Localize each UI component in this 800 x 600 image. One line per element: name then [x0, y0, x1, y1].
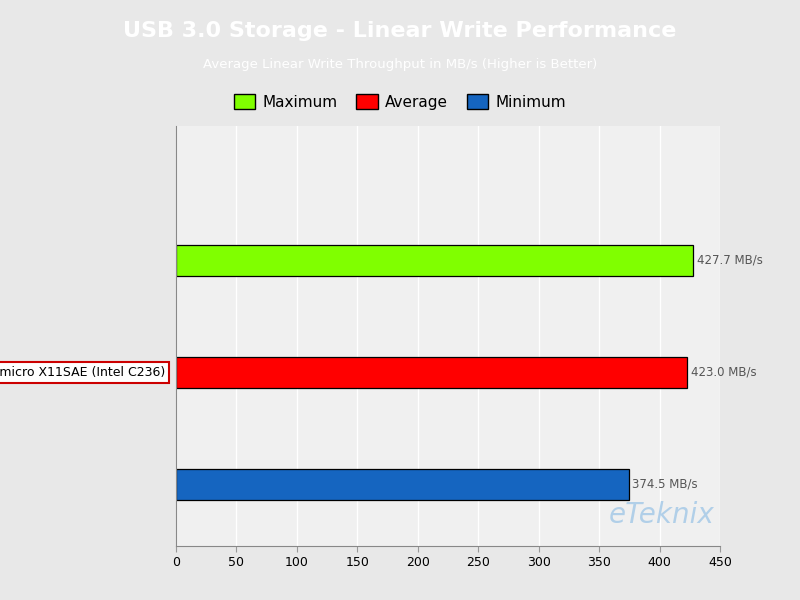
Bar	[176, 469, 629, 500]
Text: eTeknix: eTeknix	[609, 501, 714, 529]
Bar	[176, 245, 693, 276]
Bar	[176, 357, 687, 388]
Text: Supermicro X11SAE (Intel C236): Supermicro X11SAE (Intel C236)	[0, 366, 165, 379]
Text: 427.7 MB/s: 427.7 MB/s	[697, 254, 762, 267]
Legend: Maximum, Average, Minimum: Maximum, Average, Minimum	[228, 88, 572, 116]
Text: 374.5 MB/s: 374.5 MB/s	[632, 478, 698, 491]
Text: Average Linear Write Throughput in MB/s (Higher is Better): Average Linear Write Throughput in MB/s …	[203, 58, 597, 71]
Text: USB 3.0 Storage - Linear Write Performance: USB 3.0 Storage - Linear Write Performan…	[123, 21, 677, 41]
Text: 423.0 MB/s: 423.0 MB/s	[691, 366, 757, 379]
